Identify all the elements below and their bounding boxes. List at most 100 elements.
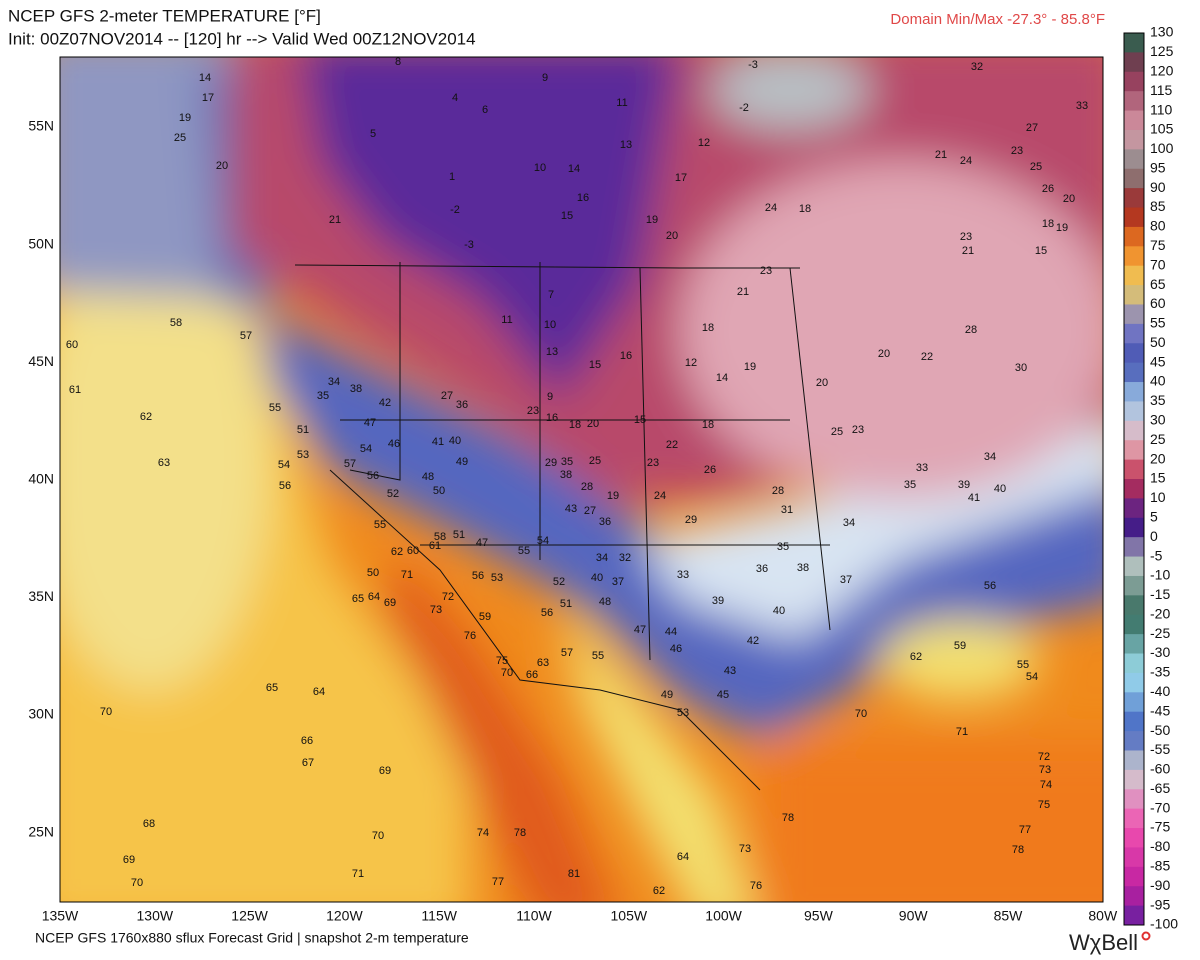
station-value: 15 [561, 210, 573, 222]
lat-label: 45N [28, 353, 54, 369]
station-value: 53 [297, 449, 309, 461]
colorbar-segment [1124, 33, 1144, 53]
station-value: 13 [546, 346, 558, 358]
station-value: 23 [960, 231, 972, 243]
station-value: 24 [960, 155, 972, 167]
station-value: 1 [449, 171, 455, 183]
logo: WχBell [1069, 930, 1138, 955]
station-value: 39 [712, 595, 724, 607]
station-value: 70 [100, 706, 112, 718]
station-value: 32 [971, 61, 983, 73]
station-value: 14 [716, 372, 728, 384]
station-value: 47 [476, 537, 488, 549]
station-value: 26 [1042, 183, 1054, 195]
lon-label: 120W [326, 908, 363, 924]
colorbar-label: 65 [1150, 276, 1166, 292]
footer-source: NCEP GFS 1760x880 sflux Forecast Grid | … [35, 930, 469, 946]
station-value: 14 [568, 163, 580, 175]
station-value: 61 [429, 540, 441, 552]
station-value: 34 [843, 517, 855, 529]
colorbar-label: 0 [1150, 528, 1158, 544]
colorbar-segment [1124, 207, 1144, 228]
colorbar-label: 15 [1150, 470, 1166, 486]
lon-label: 105W [611, 908, 648, 924]
station-value: 34 [596, 552, 608, 564]
colorbar-label: -25 [1150, 625, 1170, 641]
station-value: 24 [654, 490, 666, 502]
station-value: 69 [384, 597, 396, 609]
station-value: 42 [379, 397, 391, 409]
station-value: 36 [456, 399, 468, 411]
lon-label: 95W [804, 908, 834, 924]
colorbar-segment [1124, 129, 1144, 150]
station-value: 73 [739, 843, 751, 855]
station-value: 4 [452, 92, 458, 104]
station-value: 25 [589, 455, 601, 467]
lon-label: 130W [137, 908, 174, 924]
colorbar-label: 60 [1150, 295, 1166, 311]
station-value: 67 [302, 757, 314, 769]
station-value: 73 [430, 604, 442, 616]
colorbar-segment [1124, 905, 1144, 926]
station-value: 71 [401, 569, 413, 581]
station-value: 62 [391, 546, 403, 558]
domain-minmax: Domain Min/Max -27.3° - 85.8°F [890, 11, 1105, 28]
station-value: 53 [491, 572, 503, 584]
colorbar-label: 70 [1150, 256, 1166, 272]
colorbar-segment [1124, 653, 1144, 674]
colorbar-label: -80 [1150, 838, 1170, 854]
colorbar-segment [1124, 886, 1144, 907]
station-value: 54 [1026, 671, 1038, 683]
lat-label: 40N [28, 471, 54, 487]
colorbar-segment [1124, 420, 1144, 441]
station-value: 8 [395, 56, 401, 68]
station-value: 81 [568, 868, 580, 880]
colorbar-segment [1124, 479, 1144, 499]
lon-label: 125W [231, 908, 268, 924]
station-value: 21 [737, 286, 749, 298]
lon-label: 115W [421, 908, 457, 924]
station-value: 9 [542, 72, 548, 84]
station-value: 35 [317, 390, 329, 402]
station-value: 33 [1076, 100, 1088, 112]
station-value: 52 [553, 576, 565, 588]
station-value: 15 [1035, 245, 1047, 257]
lon-label: 135W [42, 908, 79, 924]
station-value: 76 [464, 630, 476, 642]
lon-label: 90W [899, 908, 929, 924]
station-value: 52 [387, 488, 399, 500]
station-value: 20 [666, 230, 678, 242]
colorbar-segment [1124, 188, 1144, 209]
station-value: 49 [661, 689, 673, 701]
station-value: 21 [962, 245, 974, 257]
station-value: 43 [565, 503, 577, 515]
station-value: 25 [1030, 161, 1042, 173]
colorbar-label: 80 [1150, 218, 1166, 234]
colorbar-segment [1124, 614, 1144, 635]
station-value: 53 [677, 707, 689, 719]
station-value: 73 [1039, 764, 1051, 776]
station-value: 70 [855, 708, 867, 720]
station-value: 54 [360, 443, 372, 455]
colorbar-segment [1124, 168, 1144, 189]
colorbar-segment [1124, 575, 1144, 596]
colorbar-label: 40 [1150, 373, 1166, 389]
colorbar-label: 75 [1150, 237, 1166, 253]
station-value: 58 [434, 531, 446, 543]
colorbar-label: 90 [1150, 179, 1166, 195]
station-value: 71 [956, 726, 968, 738]
station-value: 18 [702, 322, 714, 334]
colorbar-segment [1124, 692, 1144, 713]
station-value: 12 [698, 137, 710, 149]
station-value: 64 [368, 591, 380, 603]
colorbar-segment [1124, 517, 1144, 538]
station-value: -2 [739, 102, 749, 114]
station-value: 29 [545, 457, 557, 469]
station-value: 76 [750, 880, 762, 892]
station-value: 11 [501, 314, 512, 326]
station-value: 47 [364, 417, 376, 429]
station-value: 22 [666, 439, 678, 451]
station-value: 19 [646, 214, 658, 226]
station-value: 48 [422, 471, 434, 483]
station-value: 7 [548, 289, 554, 301]
